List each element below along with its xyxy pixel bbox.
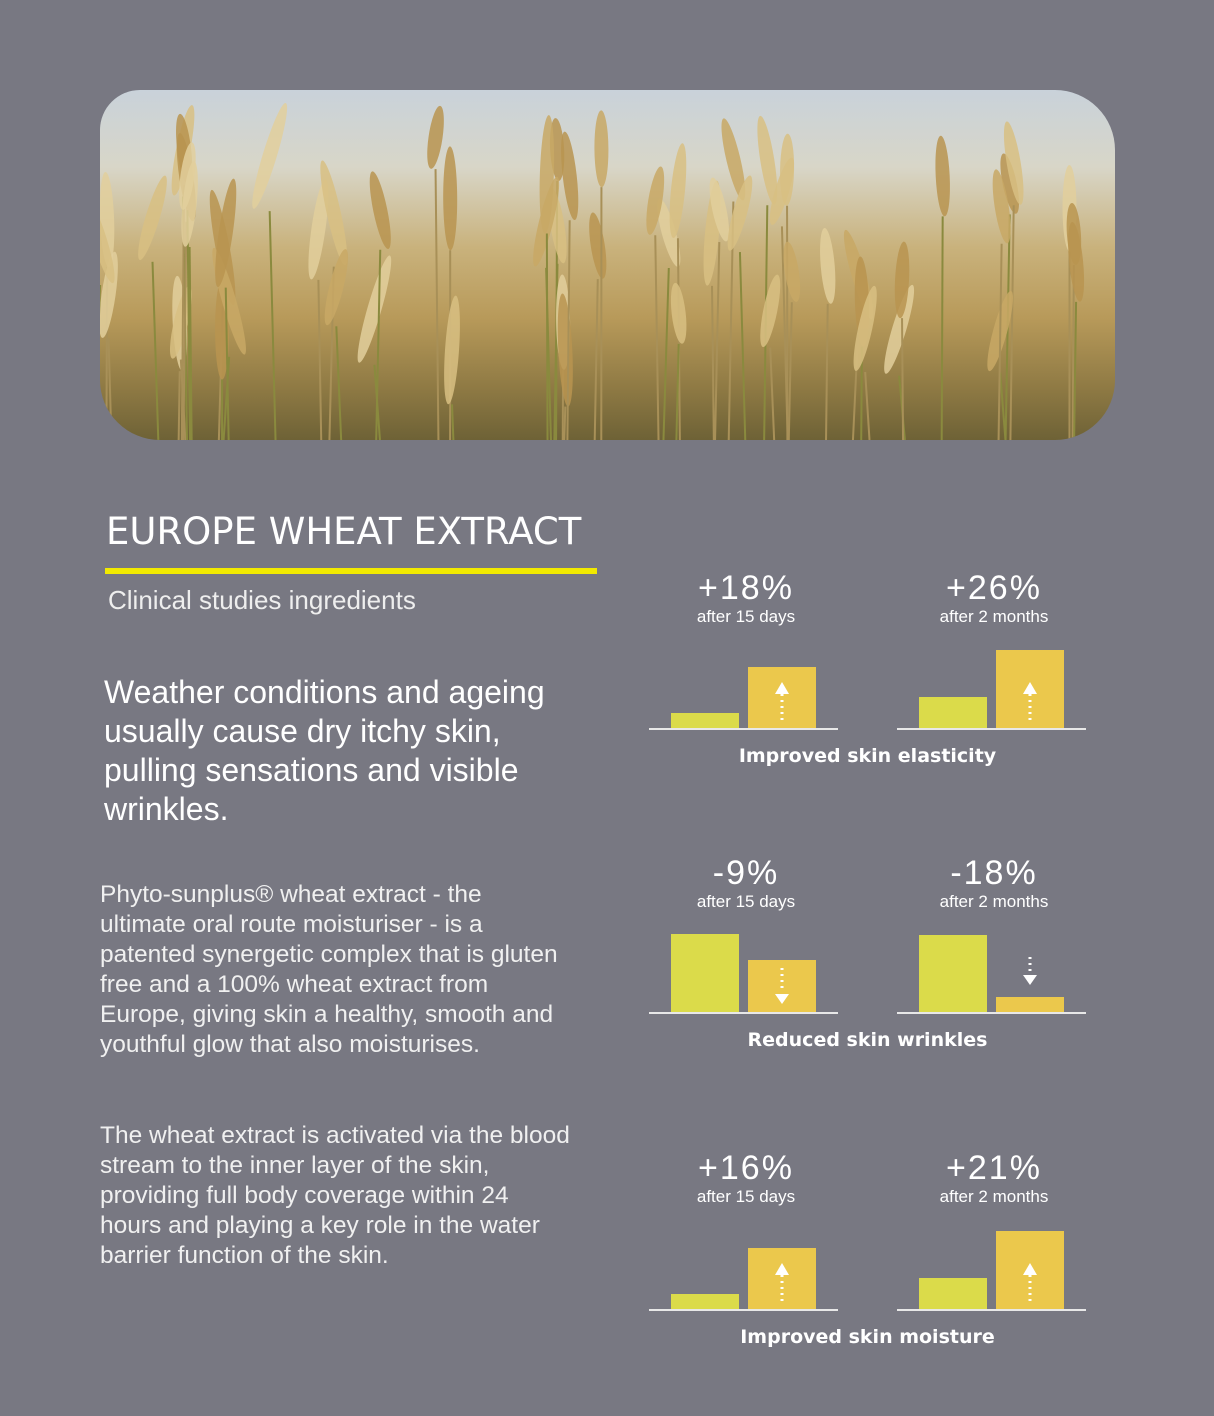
bar-chart: [649, 934, 1086, 1014]
metric-value: -9%: [712, 854, 780, 892]
arrow-down-icon: [1023, 957, 1037, 985]
arrow-up-icon: [1023, 1263, 1037, 1303]
bar-before: [919, 935, 987, 1012]
metric-period: after 2 months: [939, 607, 1049, 626]
chart-caption: Improved skin moisture: [740, 1326, 995, 1348]
bar-chart: [649, 650, 1086, 730]
metric-value: +18%: [698, 569, 794, 607]
chart-caption: Reduced skin wrinkles: [747, 1029, 988, 1051]
page-title: EUROPE WHEAT EXTRACT: [106, 510, 582, 553]
wheat-stalks: [100, 102, 1085, 440]
metric: -18% after 2 months: [894, 855, 1094, 913]
metric: +18% after 15 days: [646, 570, 846, 628]
bar-chart: [649, 1231, 1086, 1311]
metric: +21% after 2 months: [894, 1150, 1094, 1208]
metric-period: after 15 days: [696, 607, 796, 626]
metric: +16% after 15 days: [646, 1150, 846, 1208]
paragraph-2: The wheat extract is activated via the b…: [100, 1122, 570, 1269]
metric-period: after 2 months: [939, 1187, 1049, 1206]
bar-after: [996, 997, 1064, 1012]
arrow-up-icon: [775, 1263, 789, 1303]
arrow-down-icon: [775, 968, 789, 1004]
bar-before: [919, 697, 987, 728]
paragraph-1: Phyto-sunplus® wheat extract - the ultim…: [100, 881, 558, 1058]
metric-value: +16%: [698, 1149, 794, 1187]
chart-caption: Improved skin elasticity: [738, 745, 997, 767]
metric: -9% after 15 days: [646, 855, 846, 913]
chart-reduced-skin-wrinkles: -9% after 15 days -18% after 2 months Reduce…: [649, 855, 1086, 1065]
subtitle: Clinical studies ingredients: [108, 585, 416, 615]
metric-period: after 15 days: [696, 1187, 796, 1206]
bar-before: [919, 1278, 987, 1309]
lead-text: Weather conditions and ageing usually ca…: [104, 674, 545, 827]
metric-period: after 2 months: [939, 892, 1049, 911]
bar-after: [748, 1248, 816, 1309]
metric-value: -18%: [950, 854, 1038, 892]
bar-after: [748, 667, 816, 728]
metric-period: after 15 days: [696, 892, 796, 911]
arrow-up-icon: [1023, 682, 1037, 722]
metric-value: +26%: [946, 569, 1042, 607]
chart-improved-skin-elasticity: +18% after 15 days +26% after 2 months Impro…: [649, 570, 1086, 780]
bar-before: [671, 713, 739, 728]
title-underline: [105, 568, 597, 574]
bar-before: [671, 1294, 739, 1309]
bar-before: [671, 934, 739, 1012]
arrow-up-icon: [775, 682, 789, 722]
metric: +26% after 2 months: [894, 570, 1094, 628]
wheat-field-photo: [100, 90, 1115, 440]
metric-value: +21%: [946, 1149, 1042, 1187]
chart-improved-skin-moisture: +16% after 15 days +21% after 2 months Impro…: [649, 1150, 1086, 1360]
